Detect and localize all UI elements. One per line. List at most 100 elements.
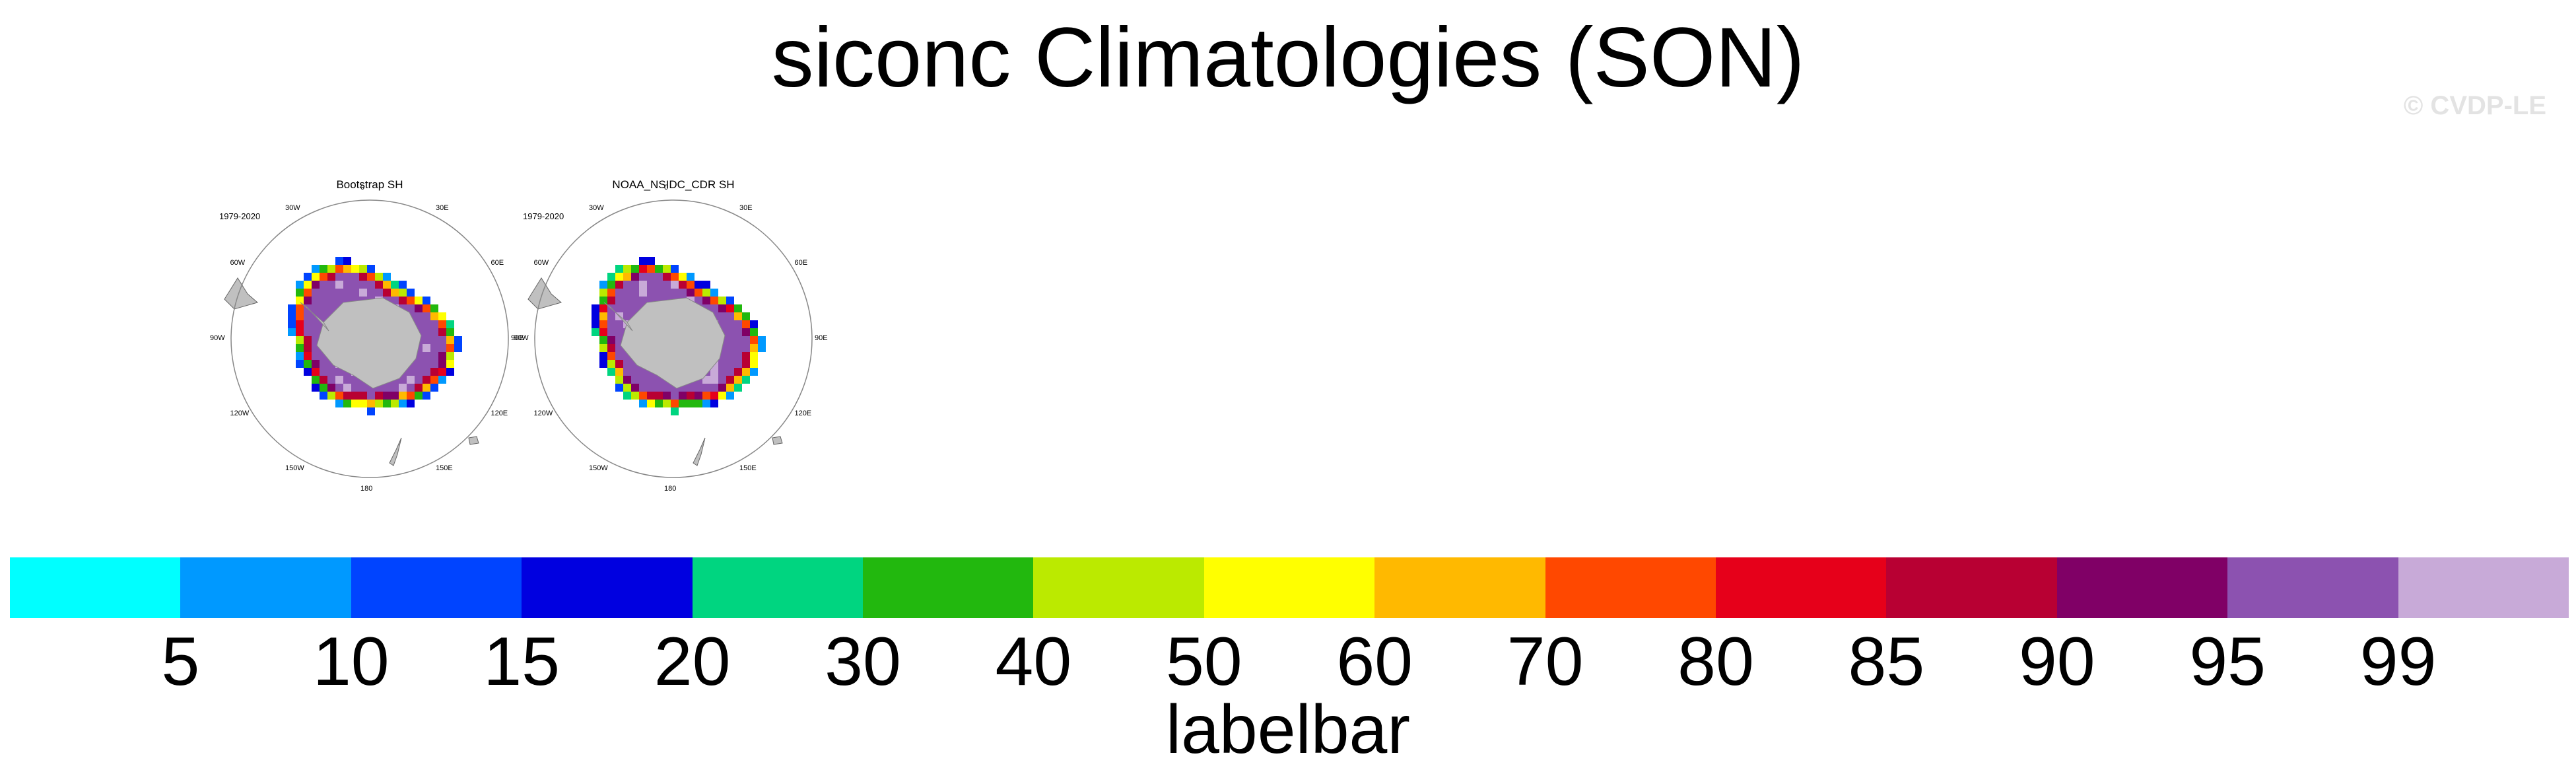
ice-cell bbox=[367, 392, 375, 400]
ice-cell bbox=[296, 304, 304, 312]
ice-cell bbox=[607, 312, 615, 320]
ice-cell bbox=[695, 384, 702, 392]
ice-cell bbox=[671, 392, 679, 400]
ice-cell bbox=[312, 304, 320, 312]
labelbar-tick-label: 70 bbox=[1507, 623, 1584, 700]
ice-cell bbox=[454, 344, 462, 352]
ice-cell bbox=[359, 265, 367, 273]
ice-cell bbox=[343, 281, 351, 289]
ice-cell bbox=[438, 376, 446, 384]
ice-cell bbox=[351, 400, 359, 407]
ice-cell bbox=[383, 273, 391, 281]
ice-cell bbox=[663, 281, 671, 289]
ice-cell bbox=[679, 281, 687, 289]
ice-cell bbox=[399, 281, 407, 289]
ice-cell bbox=[639, 281, 647, 289]
ice-cell bbox=[655, 281, 663, 289]
ice-cell bbox=[631, 265, 639, 273]
longitude-label: 90W bbox=[210, 334, 225, 342]
ice-cell bbox=[359, 289, 367, 297]
ice-cell bbox=[296, 352, 304, 360]
ice-cell bbox=[415, 360, 423, 368]
ice-cell bbox=[702, 400, 710, 407]
ice-cell bbox=[615, 360, 623, 368]
labelbar-box bbox=[1886, 557, 2057, 618]
labelbar-tick-label: 10 bbox=[312, 623, 390, 700]
ice-cell bbox=[320, 273, 327, 281]
ice-cell bbox=[423, 376, 430, 384]
ice-cell bbox=[710, 400, 718, 407]
ice-cell bbox=[288, 328, 296, 336]
ice-cell bbox=[430, 320, 438, 328]
ice-cell bbox=[726, 352, 734, 360]
ice-cell bbox=[327, 376, 335, 384]
labelbar-box bbox=[1716, 557, 1887, 618]
ice-cell bbox=[726, 304, 734, 312]
ice-cell bbox=[296, 344, 304, 352]
ice-cell bbox=[718, 360, 726, 368]
labelbar-caption: labelbar bbox=[1165, 691, 1411, 768]
ice-cell bbox=[647, 281, 655, 289]
ice-cell bbox=[726, 344, 734, 352]
ice-cell bbox=[335, 368, 343, 376]
ice-cell bbox=[351, 281, 359, 289]
ice-cell bbox=[415, 384, 423, 392]
ice-cell bbox=[351, 265, 359, 273]
ice-cell bbox=[359, 281, 367, 289]
ice-cell bbox=[734, 384, 742, 392]
ice-cell bbox=[288, 312, 296, 320]
ice-cell bbox=[320, 265, 327, 273]
labelbar-tick-label: 95 bbox=[2189, 623, 2266, 700]
longitude-label: 30W bbox=[589, 203, 604, 212]
ice-cell bbox=[327, 265, 335, 273]
ice-cell bbox=[320, 304, 327, 312]
ice-cell bbox=[304, 273, 312, 281]
ice-cell bbox=[623, 289, 631, 297]
ice-cell bbox=[663, 392, 671, 400]
ice-cell bbox=[430, 312, 438, 320]
ice-cell bbox=[734, 352, 742, 360]
ice-cell bbox=[383, 392, 391, 400]
ice-cell bbox=[423, 384, 430, 392]
ice-cell bbox=[671, 400, 679, 407]
ice-cell bbox=[415, 392, 423, 400]
longitude-label: 150W bbox=[285, 464, 304, 473]
labelbar-box bbox=[351, 557, 522, 618]
ice-cell bbox=[750, 328, 758, 336]
ice-cell bbox=[623, 265, 631, 273]
ice-cell bbox=[631, 304, 639, 312]
ice-cell bbox=[695, 392, 702, 400]
ice-cell bbox=[438, 336, 446, 344]
ice-cell bbox=[607, 368, 615, 376]
ice-cell bbox=[726, 376, 734, 384]
ice-cell bbox=[623, 368, 631, 376]
ice-cell bbox=[375, 289, 383, 297]
ice-cell bbox=[343, 400, 351, 407]
labelbar-tick-label: 60 bbox=[1336, 623, 1413, 700]
ice-cell bbox=[726, 328, 734, 336]
ice-cell bbox=[671, 407, 679, 415]
ice-cell bbox=[391, 400, 399, 407]
ice-cell bbox=[734, 304, 742, 312]
ice-cell bbox=[335, 392, 343, 400]
ice-cell bbox=[327, 297, 335, 304]
panel-noaa-nsidc-cdr: NOAA_NSIDC_CDR SH 1979-2020 0 30E 60E 90E 12… bbox=[514, 170, 828, 493]
ice-cell bbox=[320, 368, 327, 376]
ice-cell bbox=[592, 304, 599, 312]
ice-cell bbox=[639, 368, 647, 376]
longitude-label: 90W bbox=[514, 334, 529, 342]
labelbar-tick-label: 85 bbox=[1848, 623, 1925, 700]
ice-cell bbox=[631, 368, 639, 376]
ice-cell bbox=[734, 312, 742, 320]
ice-cell bbox=[312, 376, 320, 384]
ice-cell bbox=[742, 336, 750, 344]
ice-cell bbox=[615, 328, 623, 336]
ice-cell bbox=[615, 304, 623, 312]
ice-cell bbox=[671, 273, 679, 281]
ice-cell bbox=[312, 273, 320, 281]
ice-cell bbox=[320, 289, 327, 297]
ice-cell bbox=[623, 281, 631, 289]
ice-cell bbox=[687, 289, 695, 297]
ice-cell bbox=[288, 320, 296, 328]
labelbar-tick-label: 15 bbox=[483, 623, 560, 700]
